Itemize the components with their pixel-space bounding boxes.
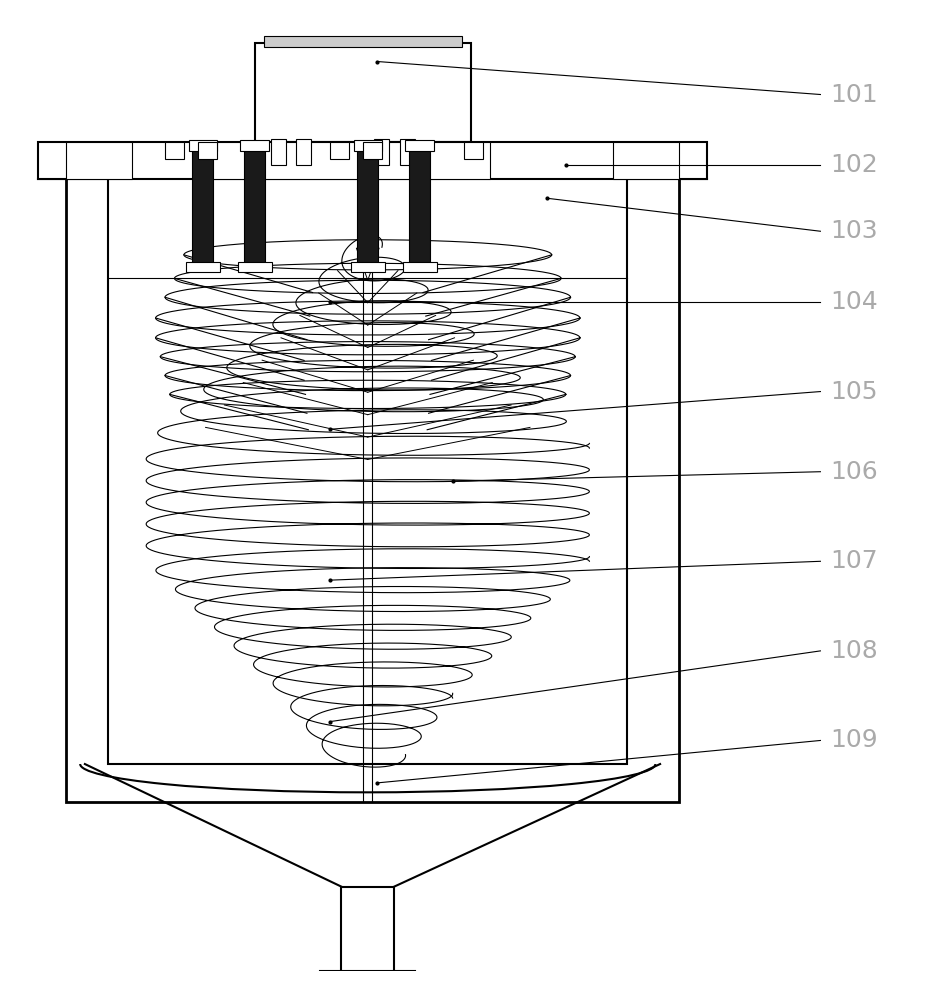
Text: 104: 104 (830, 290, 878, 314)
Text: 102: 102 (830, 153, 878, 177)
Bar (244, 146, 265, 264)
Bar (198, 142, 217, 159)
Bar (264, 36, 462, 47)
Bar (189, 140, 217, 151)
Bar (330, 142, 349, 159)
Text: 106: 106 (830, 460, 878, 484)
Bar (400, 139, 415, 165)
Bar (363, 142, 382, 159)
Bar (405, 140, 434, 151)
Bar (464, 142, 483, 159)
Bar (108, 146, 627, 764)
Bar (165, 142, 184, 159)
Bar (403, 262, 437, 272)
Text: 103: 103 (830, 219, 878, 243)
Bar (240, 140, 269, 151)
Bar (192, 146, 213, 264)
Bar (186, 262, 220, 272)
Bar (341, 887, 394, 981)
Text: 108: 108 (830, 639, 878, 663)
Bar (374, 139, 389, 165)
Bar (351, 262, 385, 272)
Bar (321, 971, 415, 986)
Text: 109: 109 (830, 728, 878, 752)
Bar (296, 139, 311, 165)
Bar (38, 142, 707, 179)
Text: 107: 107 (830, 549, 878, 573)
Bar (238, 262, 272, 272)
Bar (271, 139, 286, 165)
Bar (354, 140, 382, 151)
Bar (357, 146, 378, 264)
Bar (255, 43, 472, 142)
Text: 105: 105 (830, 380, 877, 404)
Bar (66, 142, 679, 802)
Bar (613, 142, 679, 179)
Text: 101: 101 (830, 83, 878, 107)
Bar (409, 146, 430, 264)
Bar (207, 142, 490, 179)
Bar (66, 142, 132, 179)
